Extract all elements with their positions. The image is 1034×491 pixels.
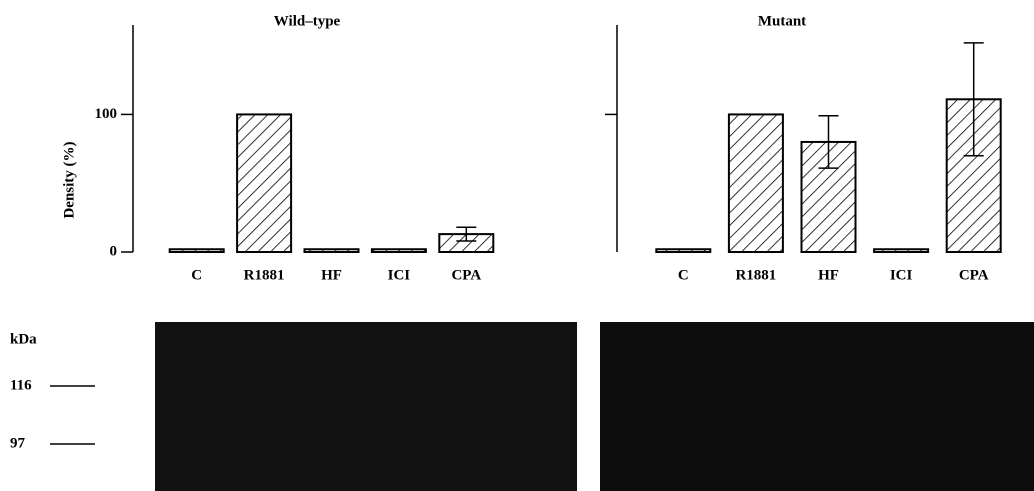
x-tick-label: C [678, 267, 689, 283]
chart-title: Wild–type [274, 13, 341, 29]
y-axis-label: Density (%) [61, 141, 77, 218]
x-tick-label: CPA [959, 267, 989, 283]
x-tick-label: ICI [388, 267, 411, 283]
y-tick-label: 100 [95, 106, 118, 122]
bar [729, 114, 783, 252]
chart-title: Mutant [758, 13, 806, 29]
x-tick-label: C [191, 267, 202, 283]
x-tick-label: ICI [890, 267, 913, 283]
bar [656, 249, 710, 252]
x-tick-label: HF [321, 267, 342, 283]
marker-label: 116 [10, 377, 32, 393]
bar [372, 249, 426, 252]
bar [874, 249, 928, 252]
y-tick-label: 0 [110, 243, 118, 259]
bar [237, 114, 291, 252]
x-tick-label: HF [818, 267, 839, 283]
blot-panel [600, 322, 1034, 491]
x-tick-label: CPA [451, 267, 481, 283]
bar [305, 249, 359, 252]
blot-panel [155, 322, 577, 491]
page: kDa 116 97 Wild–type Density (%) 0 100 C R1881 H… [0, 0, 1034, 491]
bar [170, 249, 224, 252]
marker-label: 97 [10, 435, 26, 451]
blot-unit: kDa [10, 331, 37, 347]
x-tick-label: R1881 [244, 267, 285, 283]
x-tick-label: R1881 [735, 267, 776, 283]
figure: kDa 116 97 Wild–type Density (%) 0 100 C R1881 H… [0, 0, 1034, 491]
